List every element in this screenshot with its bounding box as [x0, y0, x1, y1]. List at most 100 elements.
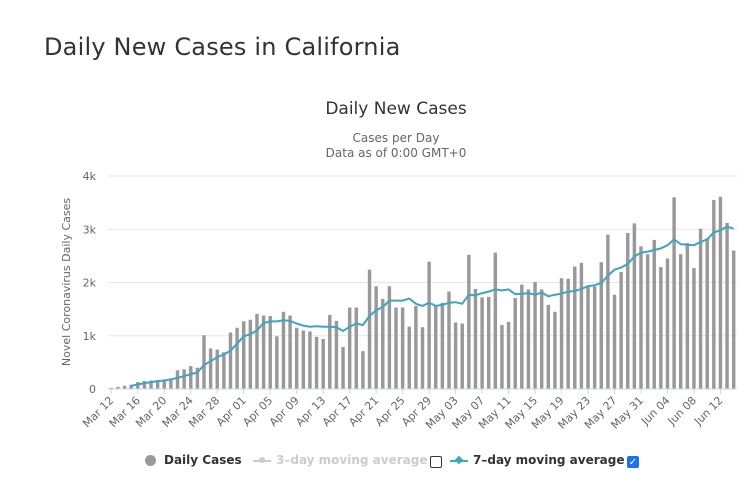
bar[interactable] [222, 352, 226, 389]
bar[interactable] [169, 378, 173, 389]
bar[interactable] [539, 289, 544, 389]
bar[interactable] [361, 351, 365, 389]
bar[interactable] [705, 238, 709, 389]
bar[interactable] [235, 327, 239, 389]
bar[interactable] [440, 302, 445, 389]
bar[interactable] [692, 268, 696, 389]
bar[interactable] [374, 286, 378, 389]
bar[interactable] [685, 243, 690, 389]
checkbox-3day-average[interactable] [430, 456, 442, 468]
bar[interactable] [533, 281, 537, 389]
legend-item-7day-average[interactable]: 7–day moving average [450, 453, 624, 467]
bar[interactable] [619, 271, 623, 389]
bar[interactable] [712, 199, 716, 389]
checkbox-7day-average[interactable]: ✓ [627, 456, 639, 468]
legend-item-daily-cases[interactable]: Daily Cases [145, 453, 242, 467]
bar[interactable] [467, 254, 471, 389]
bar[interactable] [480, 297, 484, 389]
bar[interactable] [632, 223, 637, 389]
bar[interactable] [460, 323, 464, 389]
bar[interactable] [573, 266, 577, 389]
series-line-7day-average[interactable] [131, 225, 735, 387]
bar[interactable] [162, 379, 167, 389]
bar[interactable] [354, 307, 359, 389]
bar[interactable] [665, 258, 670, 389]
bar[interactable] [626, 232, 630, 389]
bar[interactable] [387, 286, 392, 389]
bar[interactable] [400, 307, 405, 389]
bar[interactable] [672, 197, 676, 389]
bar[interactable] [248, 319, 253, 389]
legend-item-3day-average[interactable]: 3–day moving average [253, 453, 427, 467]
bar[interactable] [255, 313, 259, 389]
bar[interactable] [242, 321, 246, 389]
bar[interactable] [294, 327, 299, 389]
bar[interactable] [341, 346, 345, 389]
bar[interactable] [420, 327, 425, 389]
bar[interactable] [228, 332, 233, 389]
bar[interactable] [500, 325, 504, 389]
bar[interactable] [208, 348, 213, 389]
bar[interactable] [367, 269, 372, 389]
bar[interactable] [453, 322, 458, 389]
bar[interactable] [473, 288, 478, 389]
bar[interactable] [579, 262, 584, 389]
bar[interactable] [261, 315, 266, 389]
bar[interactable] [321, 338, 325, 389]
bar[interactable] [718, 196, 723, 389]
bar[interactable] [427, 261, 431, 389]
bar[interactable] [175, 370, 180, 389]
bar[interactable] [189, 366, 193, 389]
bar[interactable] [586, 285, 590, 389]
bar[interactable] [659, 267, 663, 389]
bar[interactable] [546, 304, 551, 389]
bar[interactable] [526, 289, 531, 389]
bar[interactable] [394, 307, 398, 389]
bar[interactable] [698, 228, 703, 389]
bar[interactable] [268, 316, 272, 389]
bar[interactable] [639, 246, 643, 389]
bar[interactable] [202, 335, 206, 389]
bar[interactable] [129, 384, 133, 389]
bar[interactable] [652, 239, 656, 389]
bar[interactable] [195, 367, 200, 389]
bar[interactable] [645, 254, 650, 389]
bar[interactable] [308, 331, 312, 389]
bar[interactable] [599, 262, 603, 389]
bar[interactable] [434, 306, 438, 389]
bar[interactable] [606, 234, 610, 389]
bar[interactable] [592, 286, 597, 389]
bar[interactable] [334, 320, 339, 389]
bar[interactable] [288, 315, 292, 389]
bar[interactable] [281, 311, 286, 389]
bar[interactable] [182, 369, 186, 389]
bar[interactable] [493, 252, 498, 389]
bar[interactable] [506, 321, 511, 389]
bar[interactable] [301, 330, 306, 389]
bar[interactable] [136, 382, 140, 389]
bar[interactable] [553, 311, 557, 389]
bar[interactable] [149, 380, 153, 389]
bar[interactable] [314, 336, 319, 389]
bar[interactable] [142, 381, 147, 389]
bar[interactable] [559, 278, 564, 389]
bar[interactable] [566, 278, 570, 389]
bar[interactable] [347, 307, 352, 389]
bar[interactable] [116, 386, 120, 389]
bar[interactable] [109, 387, 114, 389]
bar[interactable] [328, 314, 332, 389]
bar[interactable] [275, 336, 279, 389]
bar[interactable] [155, 379, 160, 389]
bar[interactable] [447, 291, 451, 389]
bar[interactable] [520, 284, 524, 389]
bar[interactable] [486, 296, 491, 389]
bar[interactable] [731, 250, 736, 389]
bar[interactable] [215, 349, 219, 389]
bar[interactable] [381, 299, 385, 389]
bar[interactable] [612, 294, 617, 389]
bar[interactable] [407, 326, 411, 389]
bar[interactable] [414, 305, 418, 389]
bar[interactable] [122, 385, 127, 389]
bar[interactable] [678, 254, 683, 389]
bar[interactable] [725, 222, 729, 389]
